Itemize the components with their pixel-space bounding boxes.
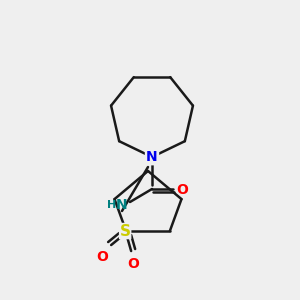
Text: O: O xyxy=(96,250,108,264)
Text: N: N xyxy=(146,150,158,164)
Text: S: S xyxy=(120,224,130,238)
Text: O: O xyxy=(127,257,139,271)
Text: H: H xyxy=(107,200,117,210)
Text: O: O xyxy=(176,183,188,197)
Text: N: N xyxy=(116,198,128,212)
